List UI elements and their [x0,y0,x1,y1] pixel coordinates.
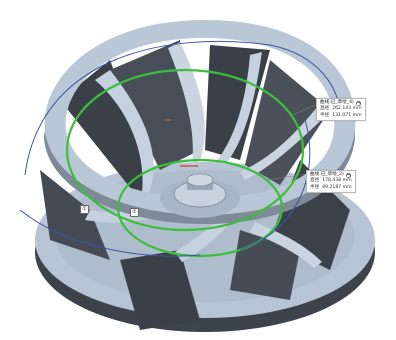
row-key: 直径 [310,178,320,184]
callout-title: 曲线:已_草绘_4) [320,100,354,105]
callout-row: 半径 89.2187 mm [310,185,352,191]
marker-1[interactable]: ① [80,205,89,214]
blue-curve-left[interactable] [19,209,201,257]
hub-boss-top [186,173,214,187]
impeller-model[interactable] [35,20,375,332]
row-value: 89.2187 mm [322,184,352,190]
leader-line [289,103,319,117]
dimension-callout[interactable]: 曲线:已_草绘_2) ● 直径 178.438 mm 半径 89.2187 mm [306,170,356,194]
curve-sketch-4[interactable] [65,68,305,232]
row-key: 半径 [320,112,330,118]
vane-face [216,52,262,165]
row-key: 半径 [310,184,320,190]
callout-header: 曲线:已_草绘_4) ● [320,100,362,106]
blue-curve-right[interactable] [239,119,311,251]
blade-surface [120,250,200,330]
pin-icon[interactable]: ● [345,172,351,178]
callout-title: 曲线:已_草绘_2) [310,172,344,177]
blade-surface [60,60,150,200]
vane-face [168,42,205,165]
blue-curve-outer[interactable] [24,40,341,176]
callout-header: 曲线:已_草绘_2) ● [310,172,352,178]
callout-row: 直径 262.143 mm [320,106,362,112]
callout-row: 半径 131.071 mm [320,113,362,119]
curve-sketch-2[interactable] [116,158,284,258]
vane-face [95,70,154,205]
row-value: 262.143 mm [332,106,362,112]
vane-face [250,222,322,268]
row-value: 131.071 mm [332,112,362,118]
vane-face [240,106,330,180]
pin-icon[interactable]: ● [355,100,361,106]
blade-surface [40,170,110,260]
leader-line [267,173,307,181]
callout-row: 直径 178.438 mm [310,178,352,184]
sketch-curves[interactable] [19,40,341,258]
marker-2[interactable]: ② [130,208,139,217]
row-key: 直径 [320,106,330,112]
row-value: 178.438 mm [322,178,352,184]
vane-face [175,212,233,262]
dimension-callout[interactable]: 曲线:已_草绘_4) ● 直径 262.143 mm 半径 131.071 mm [316,98,366,122]
